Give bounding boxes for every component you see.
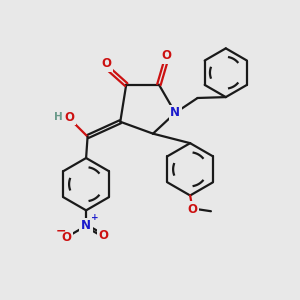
Text: −: − <box>56 224 66 237</box>
Text: O: O <box>65 111 75 124</box>
Text: N: N <box>81 219 91 232</box>
Text: O: O <box>62 231 72 244</box>
Text: O: O <box>161 49 171 62</box>
Text: +: + <box>92 213 99 222</box>
Text: O: O <box>101 57 111 70</box>
Text: O: O <box>98 229 108 242</box>
Text: O: O <box>188 203 197 216</box>
Text: H: H <box>54 112 63 122</box>
Text: N: N <box>170 106 180 119</box>
